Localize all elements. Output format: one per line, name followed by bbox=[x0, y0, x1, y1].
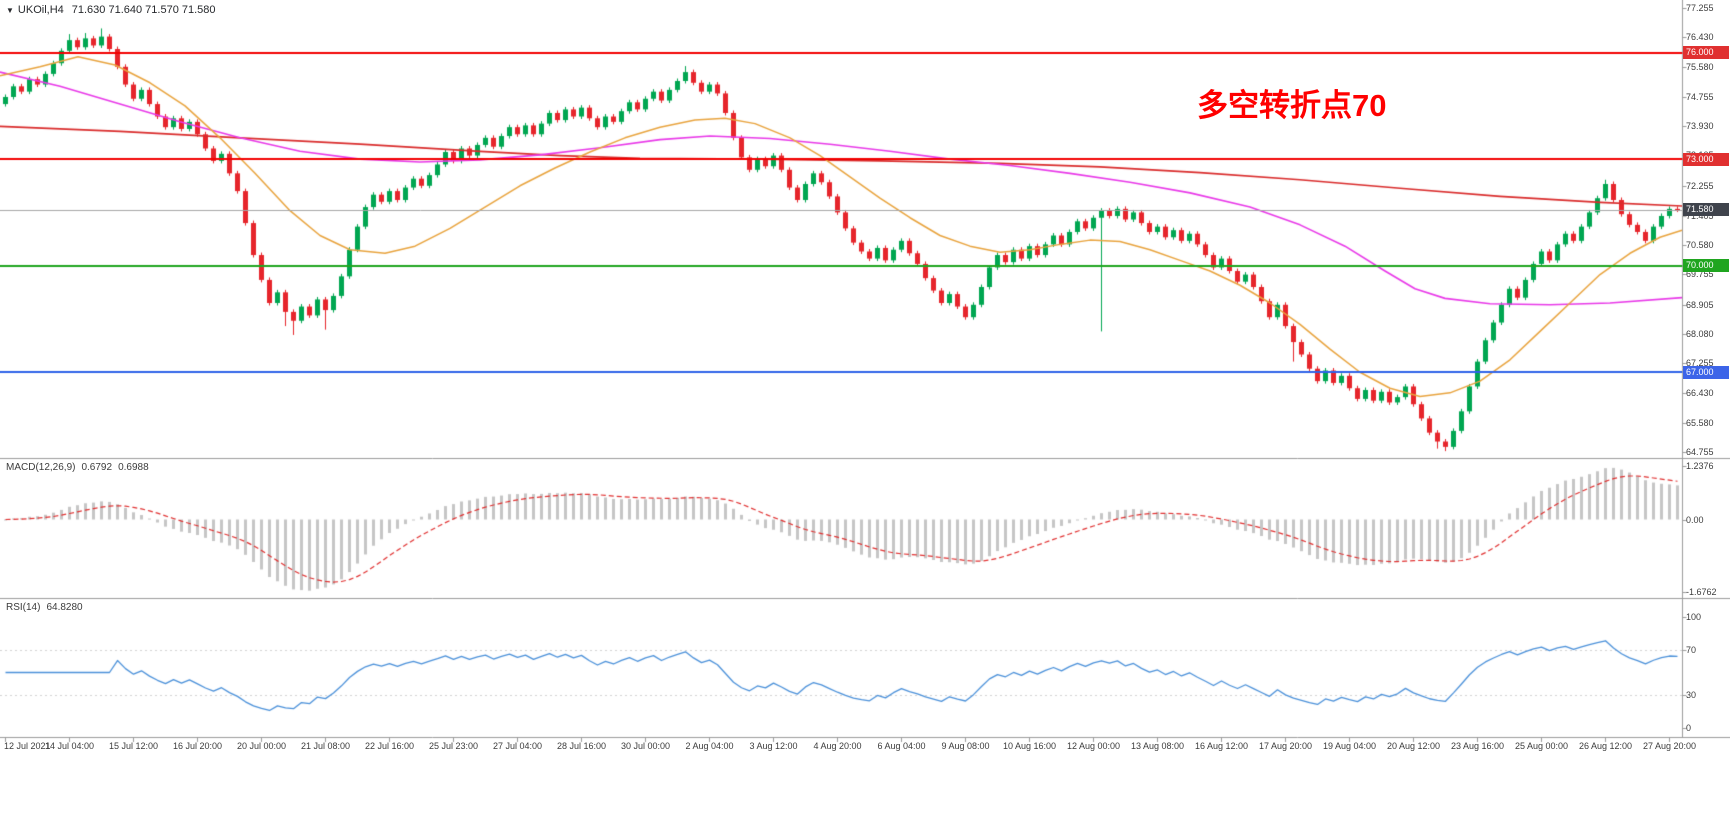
time-axis-label: 20 Jul 00:00 bbox=[236, 741, 287, 751]
time-axis-label: 12 Aug 00:00 bbox=[1066, 741, 1121, 751]
price-axis-label: 68.080 bbox=[1686, 328, 1714, 339]
rsi-name: RSI(14) bbox=[6, 602, 41, 613]
price-axis-label: 64.755 bbox=[1686, 447, 1714, 457]
time-axis-label: 25 Aug 00:00 bbox=[1514, 741, 1569, 751]
macd-signal-value: 0.6988 bbox=[118, 462, 149, 473]
price-axis-label: 77.255 bbox=[1686, 3, 1714, 13]
macd-name: MACD(12,26,9) bbox=[6, 462, 76, 473]
time-axis-label: 2 Aug 04:00 bbox=[685, 741, 734, 751]
price-tag: 73.000 bbox=[1683, 152, 1729, 166]
price-axis-label: 69.755 bbox=[1686, 269, 1714, 280]
macd-axis-label: -1.6762 bbox=[1686, 586, 1717, 597]
time-axis-label: 4 Aug 20:00 bbox=[813, 741, 862, 751]
annotation-text: 多空转折点70 bbox=[1197, 88, 1387, 123]
time-axis-label: 15 Jul 12:00 bbox=[108, 741, 159, 751]
price-tag: 76.000 bbox=[1683, 46, 1729, 60]
rsi-axis-label: 30 bbox=[1686, 689, 1697, 700]
price-tag: 70.000 bbox=[1683, 259, 1729, 273]
time-axis-label: 27 Aug 20:00 bbox=[1642, 741, 1697, 751]
price-axis-label: 72.255 bbox=[1686, 180, 1714, 191]
time-axis-label: 16 Jul 20:00 bbox=[172, 741, 223, 751]
price-axis-label: 75.580 bbox=[1686, 62, 1714, 73]
chart-symbol-period: UKOil,H4 bbox=[17, 4, 64, 16]
rsi-axis-label: 100 bbox=[1686, 612, 1702, 622]
price-tag: 71.580 bbox=[1683, 203, 1729, 217]
time-axis-label: 16 Aug 12:00 bbox=[1194, 741, 1249, 751]
chart-ohlc-quote: 71.630 71.640 71.570 71.580 bbox=[71, 4, 216, 16]
macd-indicator-label: MACD(12,26,9) 0.6792 0.6988 bbox=[6, 462, 155, 473]
time-axis-label: 17 Aug 20:00 bbox=[1258, 741, 1313, 751]
time-axis-label: 10 Aug 16:00 bbox=[1002, 741, 1057, 751]
rsi-axis-label: 0 bbox=[1686, 723, 1692, 733]
time-axis-label: 13 Aug 08:00 bbox=[1130, 741, 1185, 751]
rsi-value: 64.8280 bbox=[46, 602, 83, 613]
price-axis-label: 68.905 bbox=[1686, 299, 1714, 310]
time-axis-label: 22 Jul 16:00 bbox=[364, 741, 415, 751]
time-axis-label: 9 Aug 08:00 bbox=[941, 741, 990, 751]
macd-axis-label: 0.00 bbox=[1686, 514, 1704, 525]
time-axis-label: 27 Jul 04:00 bbox=[492, 741, 543, 751]
rsi-indicator-label: RSI(14) 64.8280 bbox=[6, 602, 89, 613]
symbol-dropdown-icon[interactable]: ▼ bbox=[6, 6, 14, 15]
time-axis-label: 12 Jul 2021 bbox=[4, 741, 51, 751]
price-axis-label: 65.580 bbox=[1686, 417, 1714, 428]
price-axis-label: 67.255 bbox=[1686, 358, 1714, 369]
price-axis-label: 70.580 bbox=[1686, 240, 1714, 251]
rsi-axis-label: 70 bbox=[1686, 645, 1697, 656]
price-axis-label: 73.930 bbox=[1686, 121, 1714, 132]
time-axis-label: 25 Jul 23:00 bbox=[428, 741, 479, 751]
price-tag: 67.000 bbox=[1683, 365, 1729, 379]
time-axis-label: 28 Jul 16:00 bbox=[556, 741, 607, 751]
time-axis-label: 26 Aug 12:00 bbox=[1578, 741, 1633, 751]
time-axis-label: 19 Aug 04:00 bbox=[1322, 741, 1377, 751]
price-axis-label: 74.755 bbox=[1686, 91, 1714, 102]
price-axis-label: 76.430 bbox=[1686, 32, 1714, 43]
macd-axis-label: 1.2376 bbox=[1686, 460, 1714, 471]
time-axis-label: 23 Aug 16:00 bbox=[1450, 741, 1505, 751]
time-axis-label: 30 Jul 00:00 bbox=[620, 741, 671, 751]
time-axis-label: 6 Aug 04:00 bbox=[877, 741, 926, 751]
macd-main-value: 0.6792 bbox=[81, 462, 113, 473]
time-axis-label: 3 Aug 12:00 bbox=[749, 741, 798, 751]
time-axis-label: 20 Aug 12:00 bbox=[1386, 741, 1441, 751]
chart-title: ▼ UKOil,H4 71.630 71.640 71.570 71.580 bbox=[6, 4, 216, 16]
price-axis-label: 66.430 bbox=[1686, 387, 1714, 398]
time-axis-label: 21 Jul 08:00 bbox=[300, 741, 351, 751]
time-axis-label: 14 Jul 04:00 bbox=[44, 741, 95, 751]
